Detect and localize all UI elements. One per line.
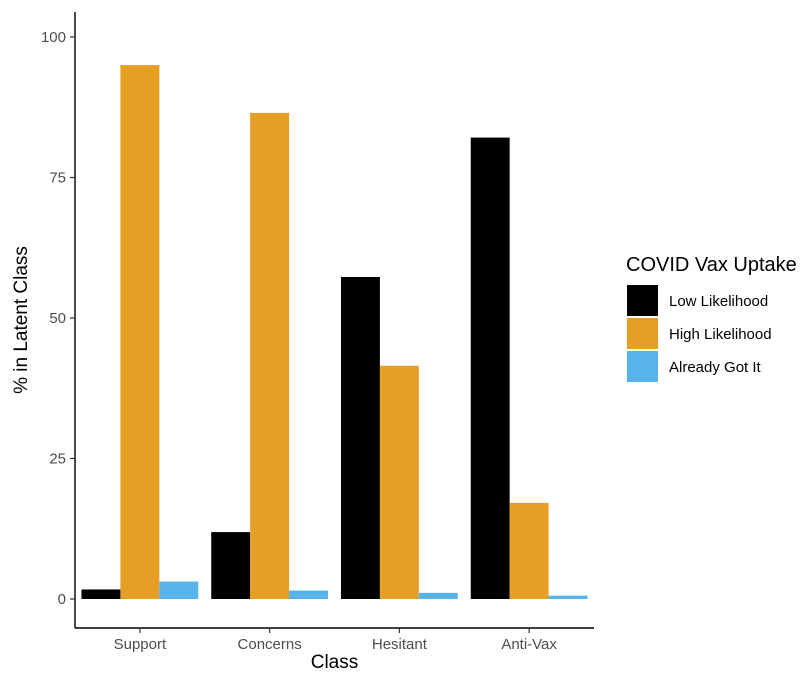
y-tick-label: 0 [58, 591, 66, 608]
x-axis-title: Class [311, 652, 359, 673]
bar-anti-vax-low-likelihood [470, 137, 510, 599]
legend: COVID Vax Uptake Low Likelihood High Like… [626, 254, 797, 382]
bar-support-already-got-it [159, 581, 199, 599]
x-ticks: Support Concerns Hesitant Anti-Vax [114, 628, 557, 653]
bar-concerns-low-likelihood [211, 532, 251, 599]
bar-anti-vax-high-likelihood [509, 502, 549, 599]
legend-label: High Likelihood [669, 326, 772, 343]
y-axis-title: % in Latent Class [11, 246, 32, 394]
legend-label: Low Likelihood [669, 293, 768, 310]
bars-layer [81, 65, 588, 600]
bar-support-low-likelihood [81, 589, 121, 599]
legend-swatch-already-got-it [627, 351, 658, 382]
legend-swatch-high-likelihood [627, 318, 658, 349]
bar-concerns-high-likelihood [250, 112, 290, 600]
y-tick-label: 75 [49, 170, 66, 187]
axes-layer [74, 12, 594, 629]
x-tick-label: Support [114, 636, 167, 653]
y-tick-label: 50 [49, 310, 66, 327]
legend-items: Low Likelihood High Likelihood Already Got… [627, 285, 772, 382]
legend-label: Already Got It [669, 359, 762, 376]
y-tick-label: 25 [49, 451, 66, 468]
bar-hesitant-high-likelihood [379, 365, 419, 599]
x-tick-label: Hesitant [372, 636, 428, 653]
bar-support-high-likelihood [120, 65, 160, 600]
legend-title: COVID Vax Uptake [626, 254, 797, 276]
bar-hesitant-low-likelihood [340, 276, 380, 599]
y-ticks: 0 25 50 75 100 [41, 29, 75, 608]
y-tick-label: 100 [41, 29, 66, 46]
bar-anti-vax-already-got-it [548, 595, 588, 599]
legend-swatch-low-likelihood [627, 285, 658, 316]
bar-hesitant-already-got-it [418, 592, 458, 599]
x-tick-label: Concerns [238, 636, 302, 653]
bar-concerns-already-got-it [289, 590, 329, 599]
x-tick-label: Anti-Vax [501, 636, 557, 653]
